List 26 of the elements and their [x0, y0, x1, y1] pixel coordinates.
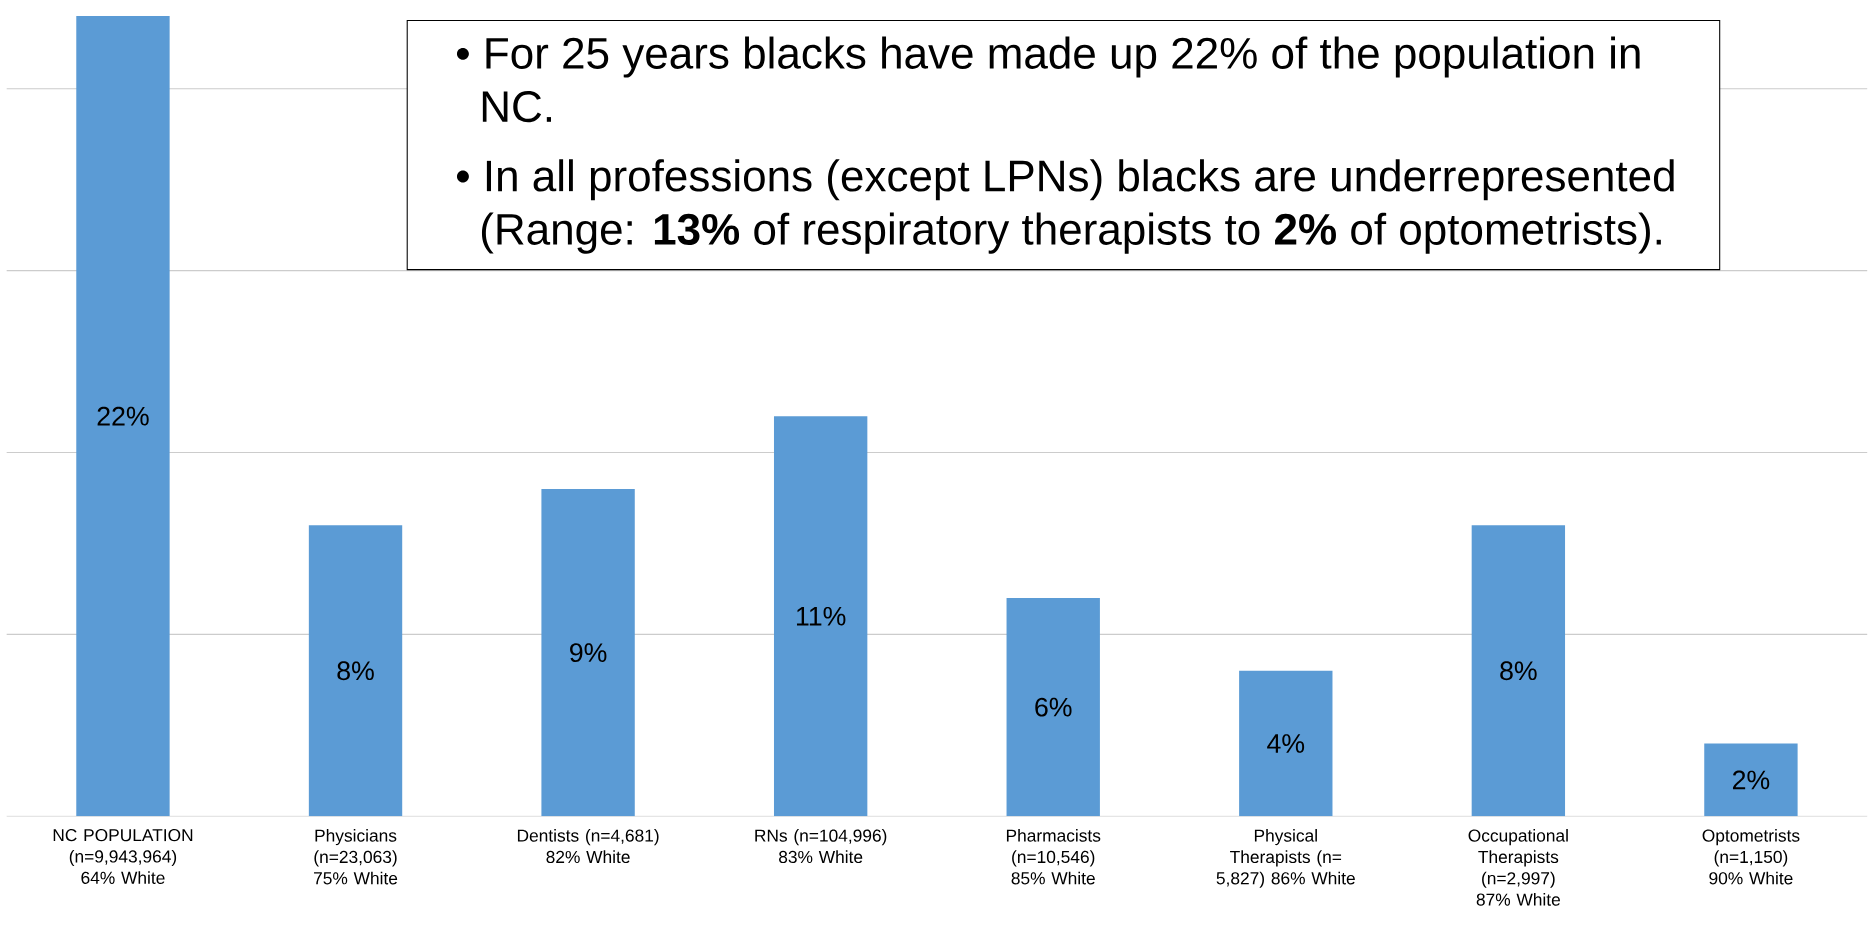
data-label: 9% — [570, 643, 607, 663]
annotation: • For 25 years blacks have made up 22% of the population in NC. — [456, 36, 1640, 123]
x-tick-label: Physical Therapists (n= 5,827) 86% White — [1216, 829, 1355, 888]
x-tick-label: Optometrists (n=1,150) 90% White — [1702, 829, 1800, 885]
bar — [76, 16, 170, 817]
x-tick-label: Occupational Therapists (n=2,997) 87% White — [1468, 829, 1568, 906]
data-label: 8% — [337, 661, 374, 681]
x-tick-label: NC POPULATION (n=9,943,964) 64% White — [53, 829, 193, 884]
x-tick-label: RNs (n=104,996) 83% White — [755, 829, 887, 864]
x-tick-label: Dentists (n=4,681) 82% White — [517, 829, 659, 864]
bar — [1471, 525, 1566, 817]
bar — [1006, 598, 1100, 817]
data-label: 22% — [97, 406, 149, 426]
x-tick-label: Physicians (n=23,063) 75% White — [314, 829, 398, 885]
bar — [541, 488, 635, 817]
bar — [308, 525, 403, 817]
data-label: 6% — [1035, 697, 1072, 717]
data-label: 2% — [1732, 770, 1770, 790]
data-label: 8% — [1500, 661, 1537, 681]
bar — [773, 416, 868, 817]
bar — [1704, 743, 1798, 817]
annotation: • In all professions (except LPNs) blacks are underrepresented (Range: 13% of respiratory therapists to 2% of optometrists). — [456, 159, 1674, 254]
bar — [1239, 670, 1333, 817]
data-label: 4% — [1267, 734, 1305, 753]
data-label: 11% — [796, 606, 846, 626]
x-tick-label: Pharmacists (n=10,546) 85% White — [1006, 829, 1101, 885]
